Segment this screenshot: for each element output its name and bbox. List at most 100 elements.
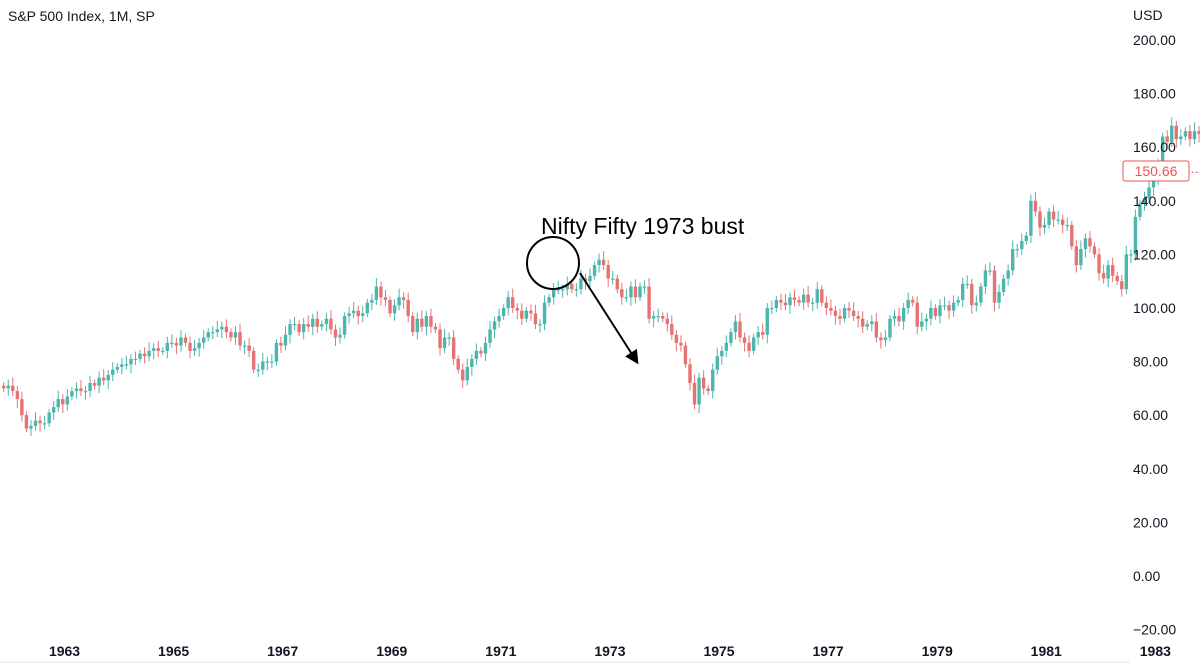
candle[interactable] <box>1056 210 1060 225</box>
candle[interactable] <box>833 305 838 325</box>
candle[interactable] <box>274 339 279 366</box>
candle[interactable] <box>511 288 515 313</box>
candle[interactable] <box>347 307 351 324</box>
candle[interactable] <box>265 356 270 371</box>
candle[interactable] <box>1020 233 1024 256</box>
candle[interactable] <box>115 363 120 374</box>
candle[interactable] <box>620 283 624 305</box>
candle[interactable] <box>465 358 469 386</box>
candle[interactable] <box>456 355 460 374</box>
candle[interactable] <box>1183 127 1188 141</box>
candle[interactable] <box>97 371 101 394</box>
candle[interactable] <box>1129 249 1133 263</box>
candle[interactable] <box>88 375 92 398</box>
candle[interactable] <box>1120 275 1124 297</box>
candle[interactable] <box>142 347 147 364</box>
candle[interactable] <box>297 320 301 336</box>
candle[interactable] <box>724 335 729 358</box>
candle[interactable] <box>197 337 201 357</box>
candle[interactable] <box>247 338 251 358</box>
candle[interactable] <box>451 330 456 366</box>
candle[interactable] <box>301 317 306 340</box>
candle[interactable] <box>711 363 715 399</box>
candle[interactable] <box>1188 124 1192 147</box>
candle[interactable] <box>1106 260 1110 288</box>
candle[interactable] <box>992 265 997 312</box>
candle[interactable] <box>492 316 497 339</box>
candle[interactable] <box>574 283 579 297</box>
candle[interactable] <box>1029 194 1033 244</box>
candle[interactable] <box>320 320 324 331</box>
candle[interactable] <box>965 275 969 289</box>
candle[interactable] <box>551 283 556 305</box>
candle[interactable] <box>751 333 756 355</box>
candle[interactable] <box>629 281 633 306</box>
candle[interactable] <box>501 304 506 320</box>
candle[interactable] <box>1024 231 1029 245</box>
candle[interactable] <box>292 316 297 331</box>
candle[interactable] <box>270 354 274 368</box>
candle[interactable] <box>20 391 24 422</box>
candle[interactable] <box>642 280 647 294</box>
candle[interactable] <box>720 345 724 365</box>
candle[interactable] <box>429 308 433 333</box>
candle[interactable] <box>51 400 56 420</box>
candle[interactable] <box>970 278 974 314</box>
candle[interactable] <box>56 390 60 413</box>
candle[interactable] <box>611 271 615 285</box>
candle[interactable] <box>997 284 1001 309</box>
candle[interactable] <box>933 304 938 320</box>
candle[interactable] <box>33 411 38 431</box>
candle[interactable] <box>279 336 283 353</box>
candle[interactable] <box>920 312 924 332</box>
candle[interactable] <box>865 320 869 331</box>
candle[interactable] <box>365 298 369 318</box>
candle[interactable] <box>383 289 388 307</box>
candle[interactable] <box>251 347 256 374</box>
candle[interactable] <box>524 306 529 323</box>
candle[interactable] <box>47 408 51 427</box>
candle[interactable] <box>915 296 919 335</box>
candle[interactable] <box>606 260 610 288</box>
candle[interactable] <box>842 304 847 323</box>
candle[interactable] <box>229 328 233 342</box>
candle[interactable] <box>661 312 665 323</box>
candle[interactable] <box>392 299 397 321</box>
candle[interactable] <box>192 339 197 356</box>
candle[interactable] <box>433 323 438 334</box>
candle[interactable] <box>288 319 292 344</box>
candle[interactable] <box>1038 206 1042 237</box>
candle[interactable] <box>515 303 519 320</box>
candle[interactable] <box>324 312 329 332</box>
candle[interactable] <box>188 336 192 359</box>
candle[interactable] <box>101 369 106 386</box>
candle[interactable] <box>474 343 479 366</box>
candle[interactable] <box>1115 272 1119 285</box>
candle[interactable] <box>206 328 210 342</box>
candle[interactable] <box>901 303 906 330</box>
candle[interactable] <box>461 363 465 388</box>
candle[interactable] <box>1070 221 1074 251</box>
candle[interactable] <box>897 307 901 327</box>
candle[interactable] <box>174 337 179 355</box>
candle[interactable] <box>892 309 897 327</box>
candle[interactable] <box>220 321 224 339</box>
candle[interactable] <box>1047 207 1051 229</box>
candle[interactable] <box>1060 214 1065 234</box>
candle[interactable] <box>770 300 774 315</box>
candle[interactable] <box>479 347 483 358</box>
candle[interactable] <box>242 340 247 355</box>
candle[interactable] <box>788 292 792 314</box>
candle[interactable] <box>1065 217 1069 232</box>
candle[interactable] <box>542 295 547 331</box>
candle[interactable] <box>1079 240 1083 271</box>
candle[interactable] <box>1001 274 1006 296</box>
candle[interactable] <box>701 370 706 395</box>
candle[interactable] <box>211 325 215 340</box>
candle[interactable] <box>729 328 733 347</box>
candle[interactable] <box>533 304 538 330</box>
candle[interactable] <box>161 347 165 355</box>
candle[interactable] <box>151 343 156 360</box>
candle[interactable] <box>224 319 229 339</box>
candle[interactable] <box>1170 117 1174 147</box>
